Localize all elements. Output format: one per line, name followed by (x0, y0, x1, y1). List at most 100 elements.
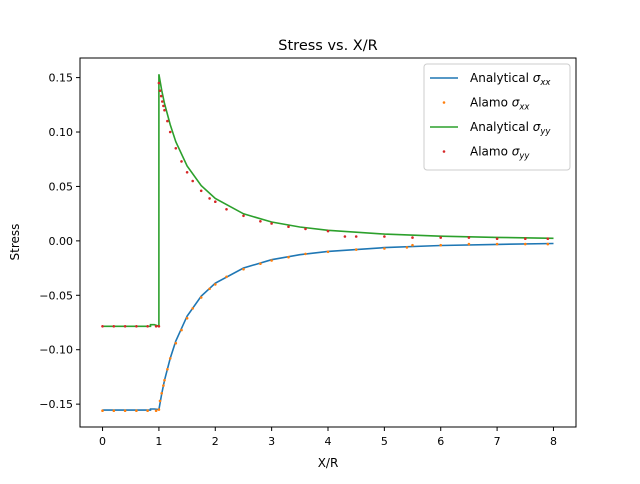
data-point (180, 160, 183, 163)
data-point (495, 242, 499, 246)
legend-frame (423, 63, 571, 171)
data-point (101, 409, 104, 413)
data-point (467, 242, 471, 246)
data-point (208, 287, 211, 291)
y-axis-label: Stress (8, 224, 22, 261)
data-point (495, 237, 499, 240)
data-point (354, 235, 358, 238)
x-tick-label: 6 (437, 435, 444, 448)
data-point (225, 275, 228, 279)
data-point (304, 227, 307, 231)
data-point (343, 235, 347, 238)
data-point (287, 225, 290, 228)
y-tick-label: −0.05 (39, 289, 73, 302)
data-point (259, 262, 262, 266)
data-point (166, 119, 169, 123)
data-point (162, 104, 165, 108)
data-point (154, 325, 158, 328)
data-point (199, 189, 203, 193)
data-point (112, 325, 116, 328)
series-3 (101, 81, 550, 328)
data-point (383, 235, 386, 238)
data-point (467, 236, 471, 239)
data-point (146, 409, 149, 413)
x-tick-label: 7 (494, 435, 501, 448)
data-point (287, 255, 290, 259)
data-point (439, 236, 443, 239)
data-point (112, 409, 116, 413)
data-point (157, 325, 161, 328)
data-point (154, 409, 158, 413)
data-point (546, 242, 550, 246)
data-point (135, 325, 138, 328)
series-0 (102, 242, 554, 411)
data-point (191, 179, 194, 183)
x-tick-label: 1 (155, 435, 162, 448)
x-axis-label: X/R (318, 456, 339, 470)
data-point (524, 237, 527, 240)
data-point (326, 250, 330, 254)
data-point (270, 259, 273, 262)
data-point (214, 283, 217, 286)
data-point (185, 316, 189, 320)
series-line (102, 242, 554, 411)
series-1 (101, 242, 550, 413)
data-point (225, 208, 228, 211)
legend-label: Alamo σxx (470, 96, 530, 113)
legend-label: Analytical σyy (470, 120, 551, 137)
data-point (101, 325, 104, 328)
data-point (191, 307, 194, 310)
data-point (158, 399, 162, 403)
data-point (242, 267, 245, 271)
data-point (411, 243, 414, 247)
data-point (270, 222, 273, 225)
x-axis: 0 1 2 3 4 5 6 7 8 (99, 427, 557, 448)
data-point (174, 341, 178, 345)
data-point (162, 384, 165, 387)
legend-swatch (442, 150, 446, 153)
data-point (158, 89, 162, 92)
data-point (146, 325, 149, 328)
data-point (123, 325, 127, 328)
x-tick-label: 2 (212, 435, 219, 448)
data-point (163, 108, 166, 112)
data-point (174, 147, 178, 150)
y-tick-label: 0.15 (49, 72, 74, 85)
legend-label: Analytical σxx (470, 71, 551, 88)
x-tick-label: 3 (268, 435, 275, 448)
data-point (383, 247, 386, 250)
data-point (168, 357, 172, 360)
data-point (123, 409, 127, 413)
data-point (166, 368, 169, 371)
data-point (439, 243, 443, 247)
data-point (157, 81, 161, 85)
data-point (405, 246, 409, 249)
data-point (163, 378, 166, 382)
y-tick-label: 0.10 (49, 126, 74, 139)
data-point (242, 214, 245, 218)
data-point (326, 229, 330, 233)
data-point (304, 252, 307, 256)
data-point (208, 197, 211, 200)
x-tick-label: 4 (325, 435, 332, 448)
data-point (157, 408, 161, 411)
legend: Analytical σxx Alamo σxx Analytical σyy Ala… (423, 63, 571, 171)
data-point (214, 200, 217, 203)
data-point (159, 94, 163, 98)
data-point (411, 236, 414, 239)
data-point (199, 296, 203, 299)
data-point (135, 409, 138, 413)
data-point (161, 100, 164, 103)
x-tick-label: 8 (550, 435, 557, 448)
data-point (185, 171, 189, 174)
x-tick-label: 0 (99, 435, 106, 448)
chart-title: Stress vs. X/R (278, 38, 377, 54)
data-point (354, 248, 358, 251)
data-point (259, 220, 262, 223)
legend-label: Alamo σyy (470, 145, 530, 162)
data-point (546, 237, 550, 240)
y-axis: −0.15 −0.10 −0.05 0.00 0.05 0.10 0.15 (39, 72, 80, 411)
plot-area (101, 74, 554, 413)
data-point (168, 130, 172, 134)
